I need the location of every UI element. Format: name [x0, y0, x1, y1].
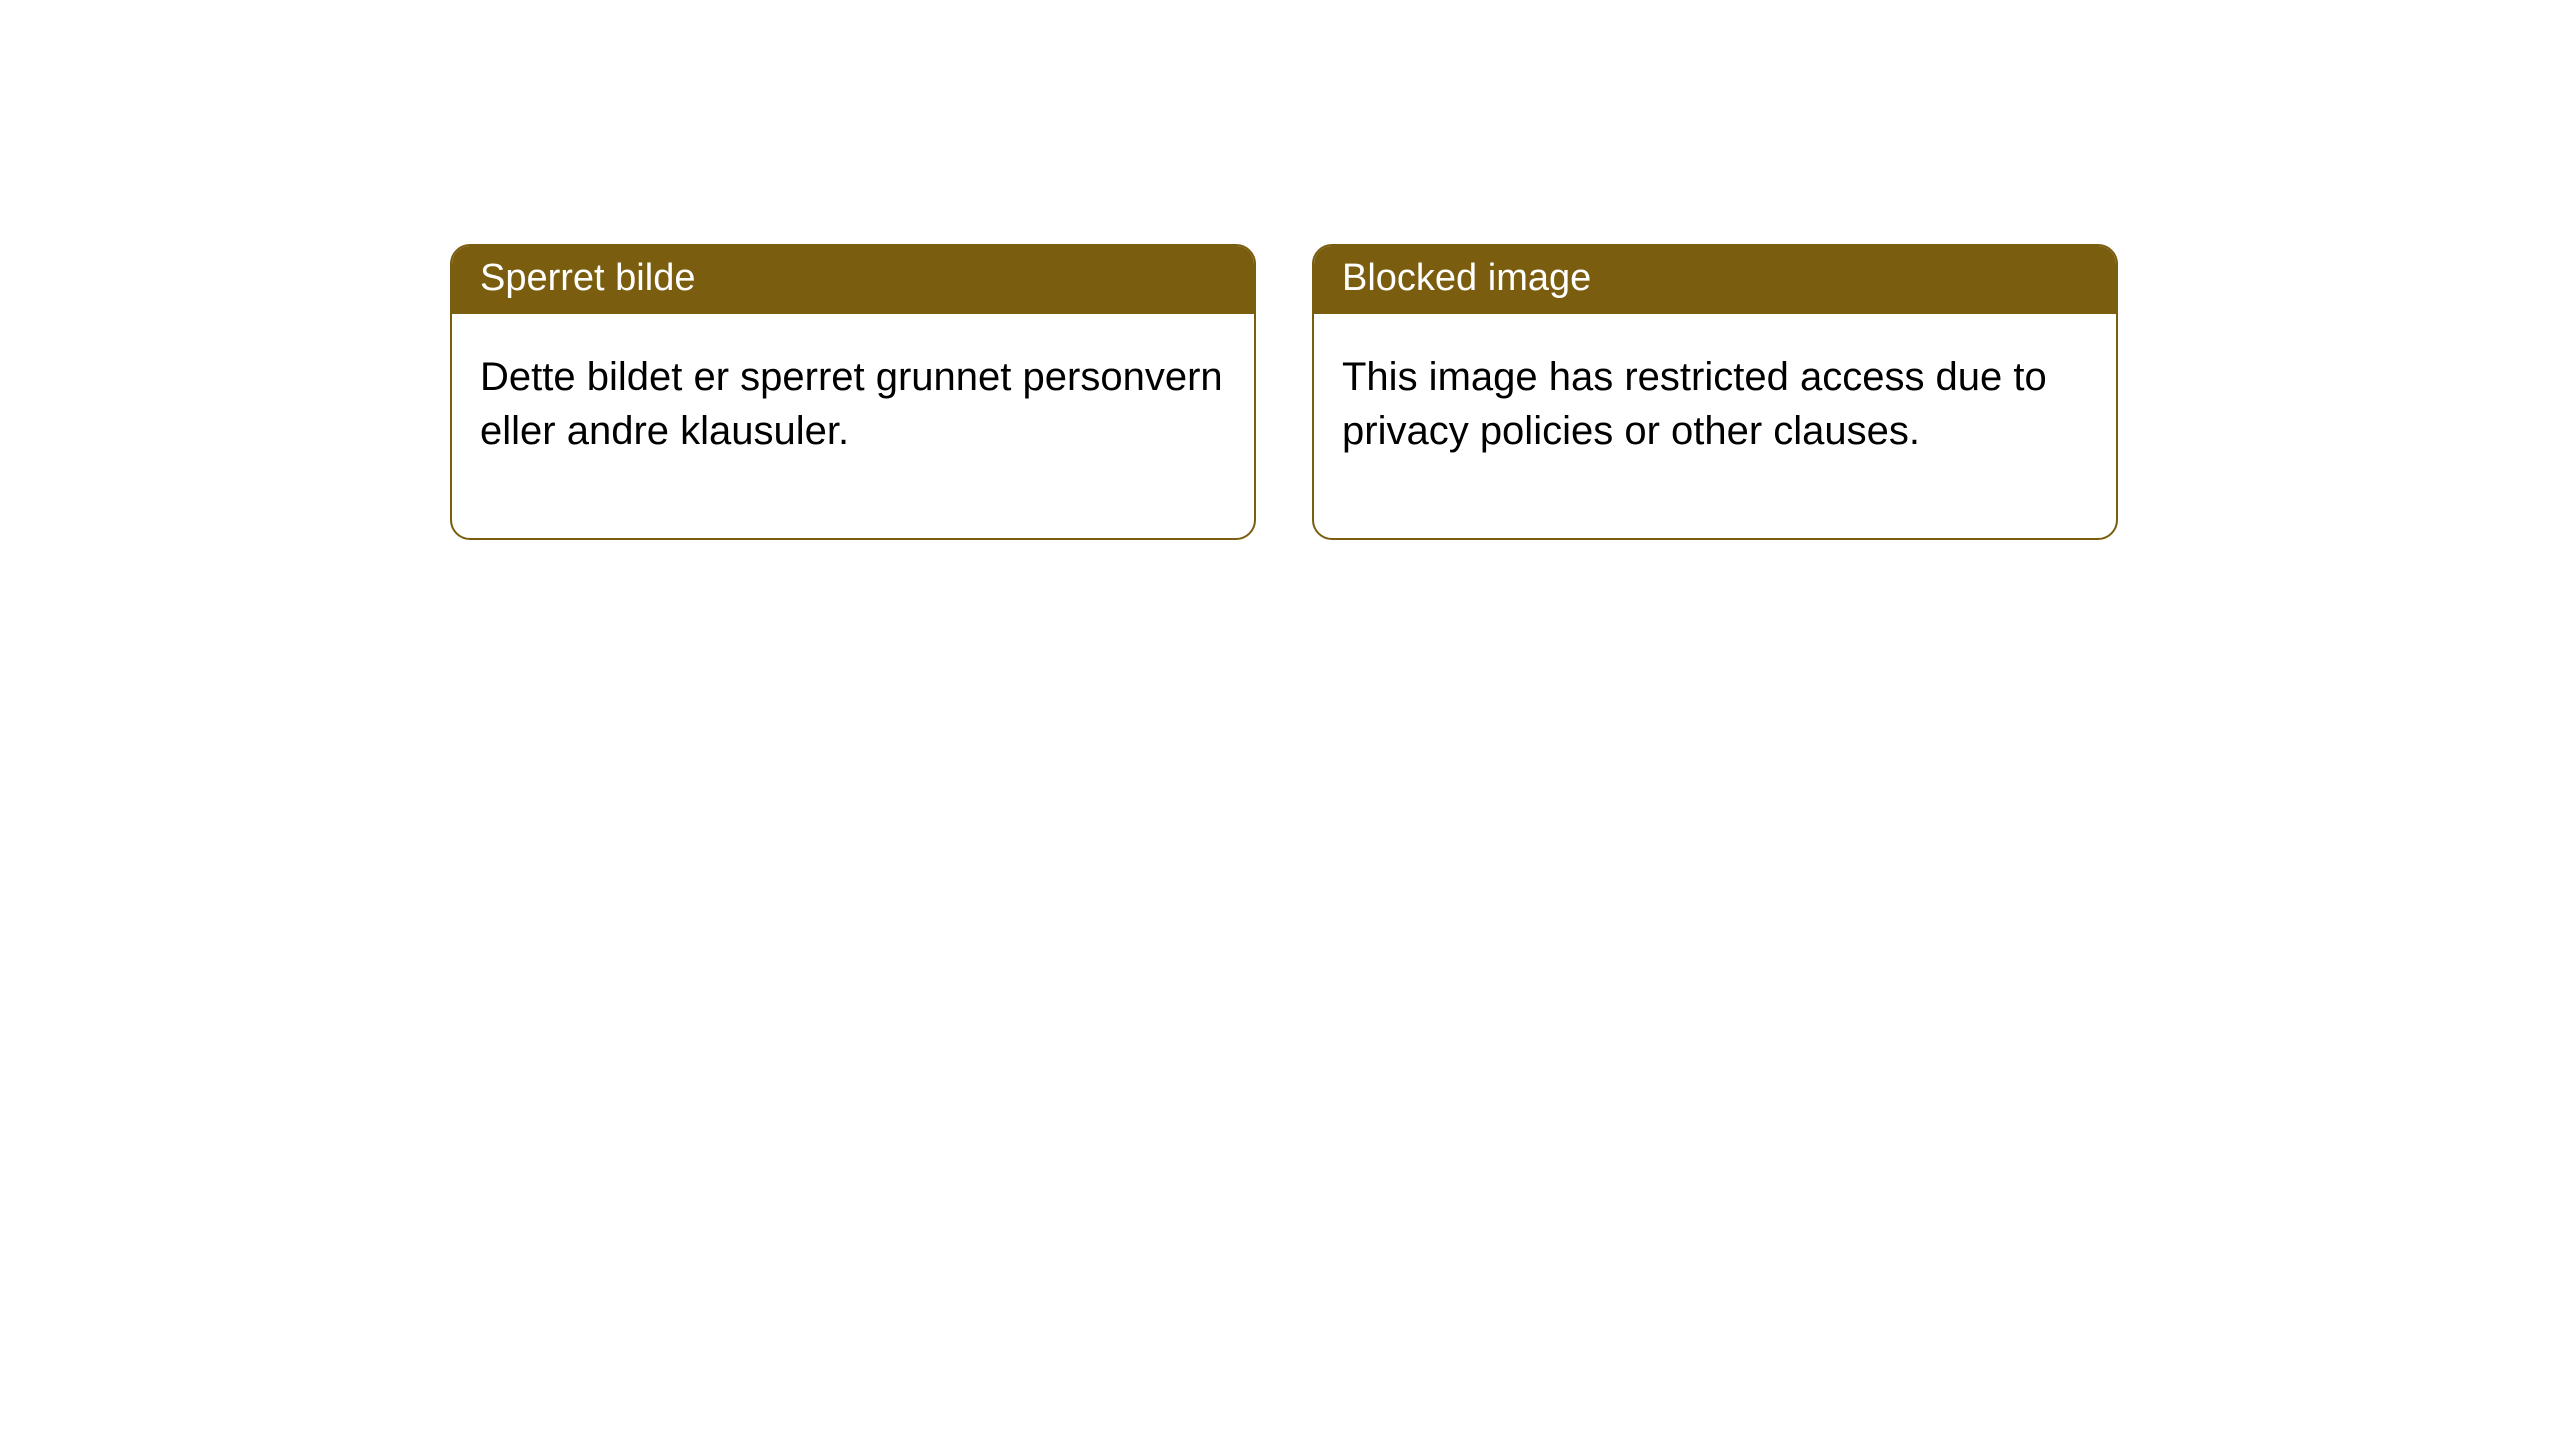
notice-header: Blocked image	[1314, 246, 2116, 314]
notice-body: This image has restricted access due to …	[1314, 314, 2116, 538]
notice-card-norwegian: Sperret bilde Dette bildet er sperret gr…	[450, 244, 1256, 540]
notice-card-english: Blocked image This image has restricted …	[1312, 244, 2118, 540]
notice-cards-container: Sperret bilde Dette bildet er sperret gr…	[0, 0, 2560, 540]
notice-body: Dette bildet er sperret grunnet personve…	[452, 314, 1254, 538]
notice-header: Sperret bilde	[452, 246, 1254, 314]
